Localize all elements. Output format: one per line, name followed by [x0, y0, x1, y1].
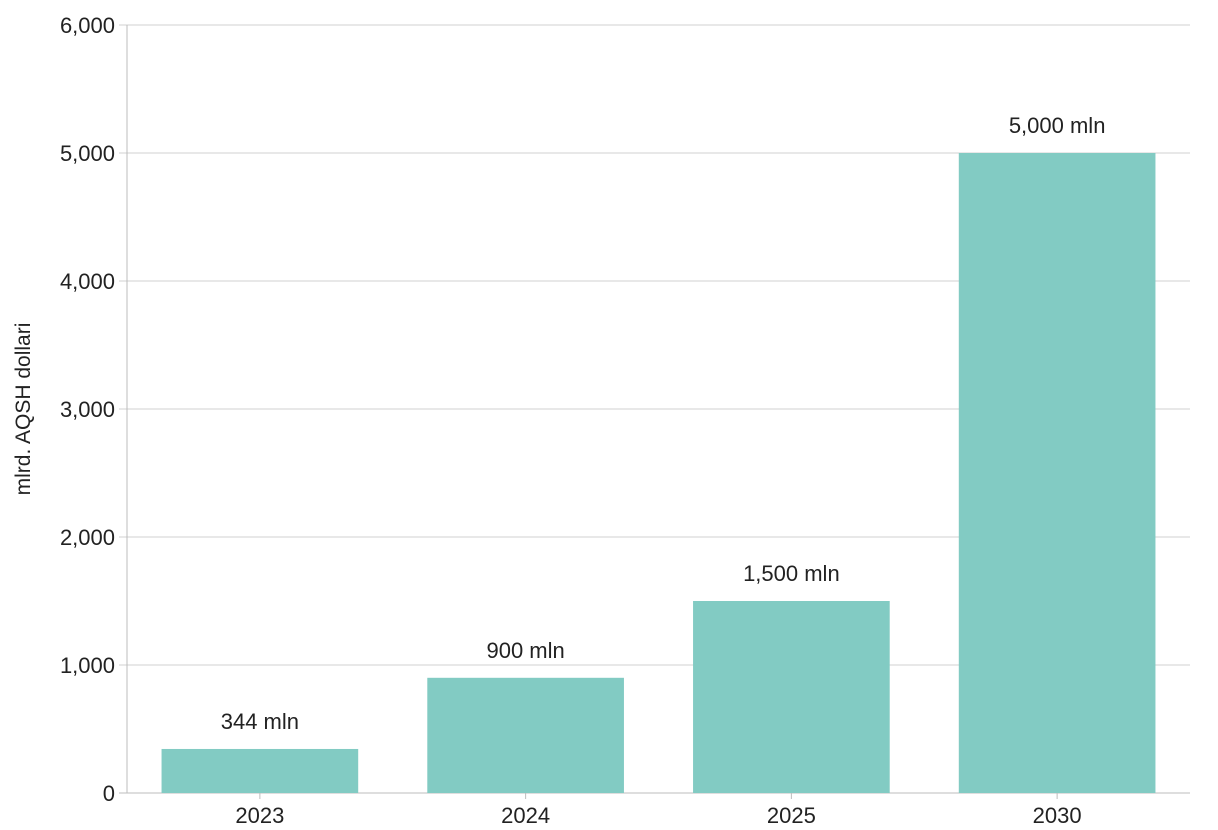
- bar-2023: [161, 748, 359, 793]
- x-tick-label-2025: 2025: [767, 803, 816, 828]
- x-tick-label-2023: 2023: [235, 803, 284, 828]
- gridlines: [119, 24, 1190, 794]
- y-tick-label: 5,000: [60, 141, 115, 166]
- bars: [161, 153, 1156, 793]
- y-tick-label: 2,000: [60, 525, 115, 550]
- data-label-2023: 344 mln: [221, 709, 299, 734]
- bar-2025: [693, 601, 890, 793]
- data-labels: 344 mln 900 mln 1,500 mln 5,000 mln: [221, 113, 1106, 734]
- y-axis-title: mlrd. AQSH dollari: [12, 323, 35, 496]
- data-label-2025: 1,500 mln: [743, 561, 840, 586]
- data-label-2024: 900 mln: [486, 638, 564, 663]
- y-tick-label: 1,000: [60, 653, 115, 678]
- y-axis-ticks: 0 1,000 2,000 3,000 4,000 5,000 6,000: [60, 13, 115, 806]
- x-tick-label-2030: 2030: [1033, 803, 1082, 828]
- y-tick-label: 6,000: [60, 13, 115, 38]
- bar-2030: [958, 153, 1156, 793]
- y-tick-label: 3,000: [60, 397, 115, 422]
- x-tick-label-2024: 2024: [501, 803, 550, 828]
- y-tick-label: 4,000: [60, 269, 115, 294]
- bar-2024: [427, 677, 624, 793]
- data-label-2030: 5,000 mln: [1009, 113, 1106, 138]
- y-tick-label: 0: [103, 781, 115, 806]
- x-axis-ticks: 2023 2024 2025 2030: [235, 793, 1082, 828]
